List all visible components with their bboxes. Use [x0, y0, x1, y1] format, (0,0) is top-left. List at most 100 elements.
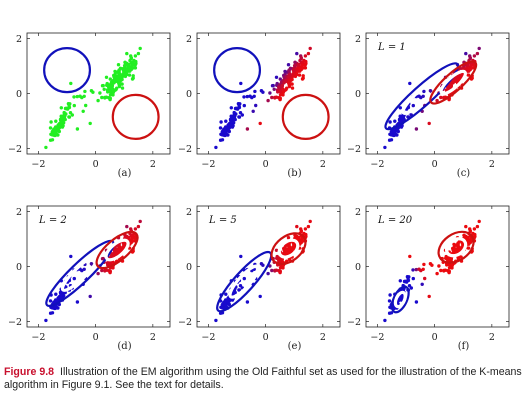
- x-tick-label: −2: [31, 332, 45, 343]
- x-tick-label: 2: [320, 332, 326, 343]
- data-point: [289, 78, 293, 82]
- data-point: [119, 78, 123, 82]
- data-point: [238, 111, 243, 115]
- data-point: [54, 292, 58, 296]
- data-point: [464, 51, 468, 56]
- data-point: [477, 46, 481, 51]
- data-point: [422, 262, 426, 267]
- data-point: [443, 268, 448, 272]
- y-tick-label: 2: [16, 34, 22, 45]
- data-point: [218, 311, 223, 315]
- data-point: [303, 54, 308, 58]
- panel-a: −2 0 2 2 0 −2 (a): [8, 32, 171, 179]
- y-tick-label: −2: [178, 144, 192, 155]
- data-point: [414, 267, 418, 272]
- data-point: [131, 76, 135, 80]
- data-point: [298, 67, 302, 71]
- data-point: [287, 69, 291, 73]
- blue-gaussian-contour: [216, 250, 273, 313]
- red-gaussian-contour: [95, 230, 139, 270]
- data-point: [301, 76, 305, 80]
- data-point: [470, 66, 475, 70]
- panel-label: (a): [118, 168, 132, 179]
- data-point: [128, 58, 132, 63]
- data-point: [259, 262, 264, 266]
- data-point: [270, 84, 275, 88]
- data-point: [138, 46, 142, 51]
- data-point: [233, 106, 238, 111]
- data-point: [280, 83, 284, 88]
- data-point: [477, 219, 481, 224]
- y-tick-label: 0: [186, 262, 192, 273]
- blue-gaussian-contour: [213, 47, 262, 94]
- data-point: [59, 293, 63, 297]
- panel-label: (d): [117, 341, 131, 352]
- data-point: [129, 56, 133, 60]
- data-point: [50, 130, 54, 134]
- data-point: [116, 62, 121, 67]
- data-point: [248, 94, 252, 98]
- blue-gaussian-contour: [45, 239, 115, 308]
- data-point: [100, 268, 104, 273]
- y-tick-label: 0: [355, 262, 361, 273]
- data-point: [277, 258, 281, 263]
- panel-f: −2 0 2 2 0 −2 L = 20 (f): [347, 205, 510, 352]
- data-point: [50, 133, 55, 137]
- data-point: [427, 294, 431, 299]
- data-point: [89, 262, 94, 266]
- blue-gaussian-contour: [43, 47, 92, 94]
- data-point: [304, 232, 308, 237]
- data-point: [109, 80, 114, 85]
- data-point: [123, 63, 128, 67]
- data-point: [293, 60, 297, 65]
- data-point: [100, 84, 105, 88]
- data-point: [48, 311, 53, 315]
- data-point: [407, 284, 412, 288]
- data-point: [401, 115, 406, 120]
- data-point: [286, 248, 291, 252]
- data-point: [387, 311, 392, 315]
- data-point: [450, 266, 454, 270]
- data-point: [279, 80, 284, 85]
- x-tick-label: −2: [370, 332, 384, 343]
- data-point: [218, 126, 223, 130]
- red-gaussian-contour: [429, 60, 478, 105]
- red-gaussian-contour: [279, 240, 298, 257]
- contour-halo: [444, 237, 468, 258]
- data-point: [63, 106, 68, 111]
- data-point: [475, 51, 480, 56]
- data-point: [300, 60, 305, 64]
- data-point: [409, 286, 413, 290]
- data-point: [118, 72, 122, 76]
- blue-gaussian-contour: [390, 285, 410, 314]
- data-point: [467, 240, 471, 244]
- data-point: [49, 120, 53, 124]
- data-point: [290, 86, 295, 90]
- data-point: [295, 51, 299, 56]
- data-point: [387, 138, 392, 142]
- panel-d: −2 0 2 2 0 −2 L = 2 (d): [8, 205, 171, 352]
- red-gaussian-contour: [446, 238, 466, 256]
- data-point: [108, 89, 112, 94]
- data-point: [125, 51, 129, 56]
- data-point: [110, 83, 115, 88]
- data-point: [455, 75, 460, 80]
- y-tick-label: −2: [8, 317, 22, 328]
- blue-gaussian-contour: [395, 292, 406, 307]
- data-point: [473, 232, 477, 237]
- data-point: [466, 246, 471, 250]
- y-tick-label: 0: [355, 89, 361, 100]
- data-point: [54, 125, 59, 129]
- data-point: [117, 83, 122, 88]
- data-point: [402, 279, 407, 284]
- data-point: [389, 133, 394, 137]
- data-point: [54, 119, 58, 123]
- blue-gaussian-contour: [230, 266, 259, 298]
- data-point: [449, 83, 453, 88]
- data-point: [111, 266, 115, 270]
- data-point: [84, 103, 88, 108]
- panel-c: −2 0 2 2 0 −2 L = 1 (c): [347, 32, 510, 179]
- data-point: [472, 227, 477, 231]
- data-point: [421, 94, 425, 99]
- data-point: [108, 96, 113, 101]
